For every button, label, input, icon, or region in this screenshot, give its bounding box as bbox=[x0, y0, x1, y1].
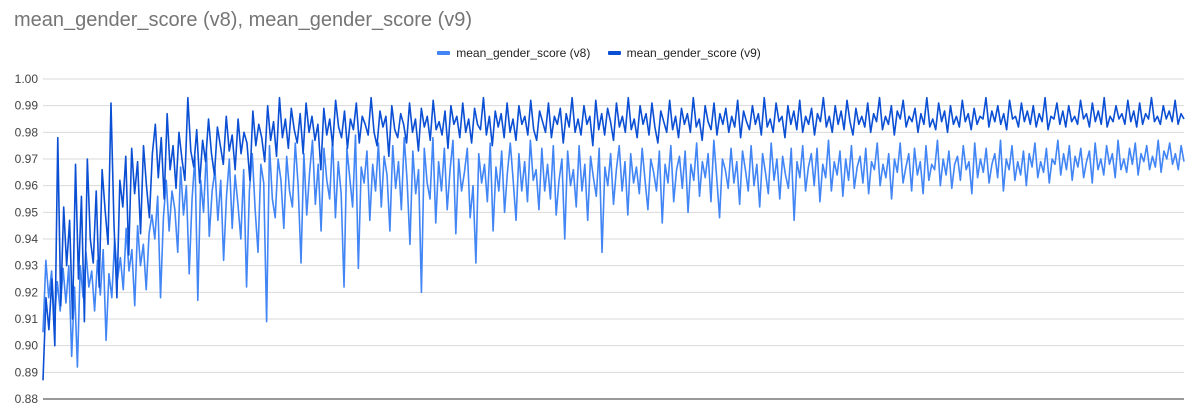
legend-swatch-v8 bbox=[437, 51, 451, 55]
legend-label-v8: mean_gender_score (v8) bbox=[456, 46, 591, 60]
y-tick-label: 0.91 bbox=[15, 312, 39, 326]
series-line-v9[interactable] bbox=[42, 96, 1185, 381]
series-lines bbox=[42, 96, 1185, 381]
y-tick-label: 0.88 bbox=[15, 392, 39, 406]
y-axis-ticks: 1.00 0.99 0.98 0.97 0.96 0.95 0.94 0.93 0.92 0.91… bbox=[15, 72, 39, 406]
chart-legend: mean_gender_score (v8) mean_gender_score… bbox=[0, 44, 1198, 60]
legend-item-v9[interactable]: mean_gender_score (v9) bbox=[607, 46, 761, 60]
y-tick-label: 0.93 bbox=[15, 259, 39, 273]
y-tick-label: 0.92 bbox=[15, 285, 39, 299]
gridlines bbox=[43, 78, 1184, 400]
series-line-v8[interactable] bbox=[42, 134, 1185, 368]
y-tick-label: 0.98 bbox=[15, 125, 39, 139]
y-tick-label: 0.95 bbox=[15, 205, 39, 219]
y-tick-label: 0.94 bbox=[15, 232, 39, 246]
y-tick-label: 0.89 bbox=[15, 365, 39, 379]
y-tick-label: 1.00 bbox=[15, 72, 39, 86]
chart-title: mean_gender_score (v8), mean_gender_scor… bbox=[14, 9, 473, 31]
legend-item-v8[interactable]: mean_gender_score (v8) bbox=[437, 46, 590, 60]
y-tick-label: 0.99 bbox=[15, 99, 39, 113]
legend-swatch-v9 bbox=[607, 51, 621, 55]
y-tick-label: 0.97 bbox=[15, 152, 39, 166]
legend-label-v9: mean_gender_score (v9) bbox=[626, 46, 761, 60]
y-tick-label: 0.96 bbox=[15, 179, 39, 193]
y-tick-label: 0.90 bbox=[15, 339, 39, 353]
